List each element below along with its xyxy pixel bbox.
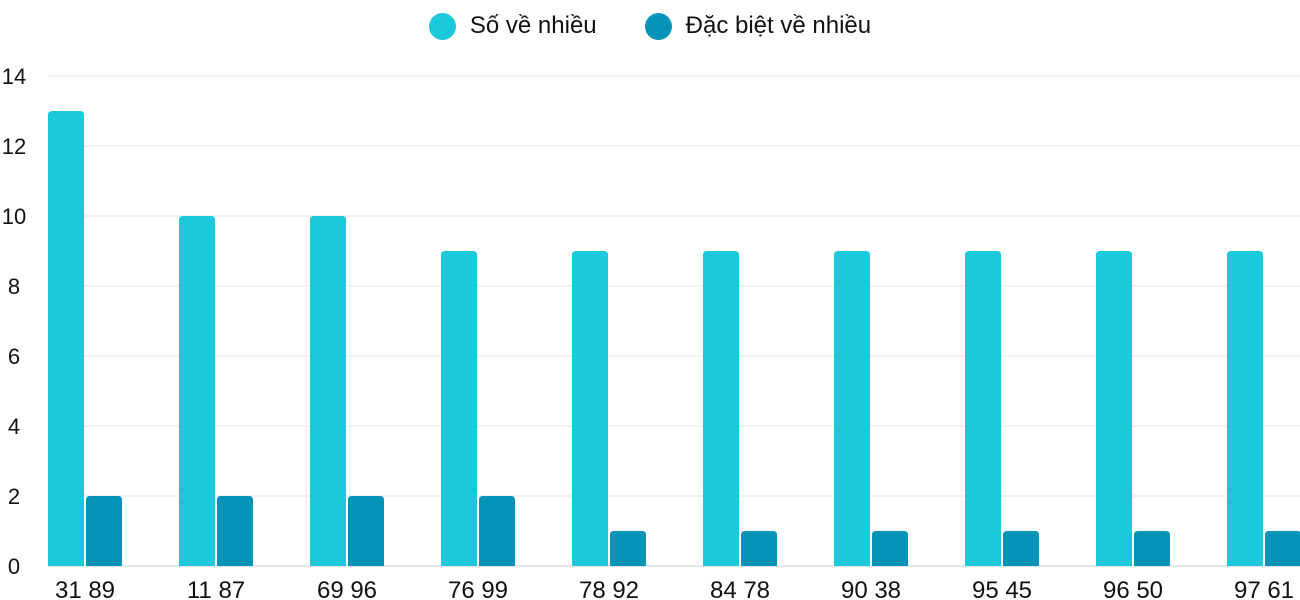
bar (441, 251, 477, 566)
y-tick-label: 14 (2, 64, 26, 89)
legend-item-so-ve-nhieu[interactable]: Số về nhiều (428, 12, 597, 40)
legend-label: Đặc biệt về nhiều (685, 12, 872, 39)
bar (86, 496, 122, 566)
x-tick-label: 95 45 (972, 577, 1032, 600)
y-tick-label: 4 (8, 414, 20, 439)
y-tick-label: 0 (8, 554, 20, 579)
bar (741, 531, 777, 566)
legend-label: Số về nhiều (469, 12, 597, 39)
y-tick-label: 8 (8, 274, 20, 299)
y-tick-label: 6 (8, 344, 20, 369)
legend-swatch (644, 12, 672, 40)
bar (572, 251, 608, 566)
y-tick-label: 2 (8, 484, 20, 509)
legend-swatch (428, 12, 456, 40)
bar (872, 531, 908, 566)
bar (965, 251, 1001, 566)
bar (1134, 531, 1170, 566)
bar (1227, 251, 1263, 566)
x-tick-label: 97 61 (1234, 577, 1294, 600)
x-tick-label: 31 89 (55, 577, 115, 600)
bar (610, 531, 646, 566)
bar (1265, 531, 1300, 566)
bar (1003, 531, 1039, 566)
y-tick-label: 12 (2, 134, 26, 159)
x-tick-label: 78 92 (579, 577, 639, 600)
x-tick-label: 76 99 (448, 577, 508, 600)
x-tick-label: 96 50 (1103, 577, 1163, 600)
x-tick-label: 84 78 (710, 577, 770, 600)
bar (834, 251, 870, 566)
x-tick-label: 69 96 (317, 577, 377, 600)
bar (1096, 251, 1132, 566)
bar (479, 496, 515, 566)
bar (48, 111, 84, 566)
bar (217, 496, 253, 566)
y-tick-label: 10 (2, 204, 26, 229)
bar (310, 216, 346, 566)
bar (703, 251, 739, 566)
bar (179, 216, 215, 566)
legend-item-dac-biet-ve-nhieu[interactable]: Đặc biệt về nhiều (644, 12, 872, 40)
x-tick-label: 90 38 (841, 577, 901, 600)
bar (348, 496, 384, 566)
x-tick-label: 11 87 (187, 577, 245, 600)
legend: Số về nhiều Đặc biệt về nhiều (0, 12, 1300, 40)
